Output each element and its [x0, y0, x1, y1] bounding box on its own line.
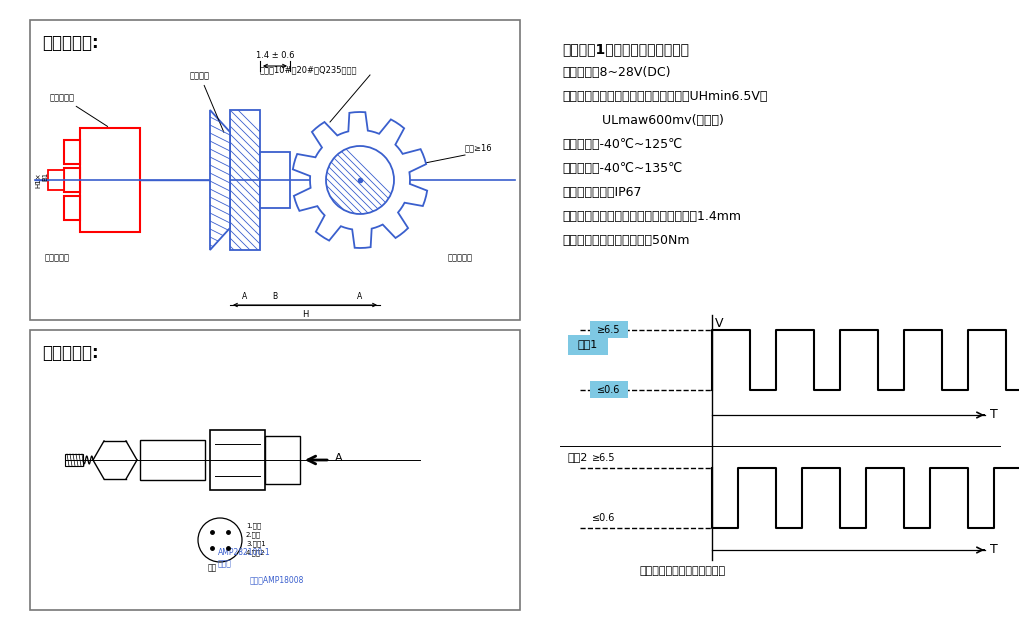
Bar	[65, 454, 83, 466]
Text: 设计原理图:: 设计原理图:	[42, 34, 99, 52]
Text: 1.4 ± 0.6: 1.4 ± 0.6	[256, 51, 293, 60]
Polygon shape	[210, 110, 229, 250]
Text: 贮存温度：-40℃~135℃: 贮存温度：-40℃~135℃	[561, 162, 682, 175]
Bar	[64, 168, 79, 192]
Bar	[260, 152, 289, 208]
Text: 传感器和齿轮（齿顶）间隙（典型值）：1.4mm: 传感器和齿轮（齿顶）间隙（典型值）：1.4mm	[561, 210, 740, 223]
Bar	[64, 196, 79, 220]
Text: 防水防尘保护：IP67: 防水防尘保护：IP67	[561, 186, 641, 199]
Text: 3.信号1: 3.信号1	[246, 541, 266, 548]
Text: 视图: 视图	[207, 563, 216, 572]
Text: T: T	[989, 408, 997, 422]
Text: 技术参数1（双信号输出传感器）: 技术参数1（双信号输出传感器）	[561, 42, 688, 56]
Text: V: V	[714, 317, 722, 330]
Text: 以上参数均为无负载时的参数: 以上参数均为无负载时的参数	[639, 566, 726, 576]
Bar	[589, 321, 628, 338]
Text: 电子传感器: 电子传感器	[50, 93, 108, 127]
Text: 组合密圈: 组合密圈	[190, 71, 224, 132]
Bar	[30, 20, 520, 320]
Circle shape	[198, 518, 242, 562]
Text: 厚度≥16: 厚度≥16	[465, 143, 492, 152]
Text: ≥6.5: ≥6.5	[597, 325, 621, 335]
Text: 2.负极: 2.负极	[246, 532, 261, 538]
Text: 接插器形式:: 接插器形式:	[42, 344, 99, 362]
Text: ≤0.6: ≤0.6	[591, 513, 614, 523]
Bar	[64, 140, 79, 164]
Text: 材料：10#、20#、Q235等均可: 材料：10#、20#、Q235等均可	[260, 65, 357, 74]
Text: 工作温度：-40℃~125℃: 工作温度：-40℃~125℃	[561, 138, 682, 151]
Text: 信号2: 信号2	[568, 452, 588, 462]
Text: 动力输出轴: 动力输出轴	[447, 253, 473, 262]
Text: 变速箱后盖: 变速箱后盖	[45, 253, 70, 262]
Bar	[210, 430, 265, 490]
Bar	[30, 330, 520, 610]
Text: 安装传感器最大扭紧力矩：50Nm: 安装传感器最大扭紧力矩：50Nm	[561, 234, 689, 247]
Text: 图纸：AMP18008: 图纸：AMP18008	[250, 575, 304, 584]
Bar	[589, 381, 628, 398]
Text: 信号输出：双路方波脉冲（正反相），UHmin6.5V、: 信号输出：双路方波脉冲（正反相），UHmin6.5V、	[561, 90, 766, 103]
Polygon shape	[292, 112, 427, 248]
Text: T: T	[989, 544, 997, 556]
Bar	[568, 335, 607, 355]
Text: 信号1: 信号1	[578, 339, 597, 349]
Text: 4.信号2: 4.信号2	[246, 550, 265, 556]
Bar	[265, 436, 300, 484]
Circle shape	[326, 146, 393, 214]
Text: A: A	[334, 453, 342, 463]
Text: 工作电压：8~28V(DC): 工作电压：8~28V(DC)	[561, 66, 669, 79]
Text: H1×
B1: H1× B1	[35, 172, 48, 188]
Text: H: H	[302, 310, 308, 319]
Text: ULmaw600mv(空载时): ULmaw600mv(空载时)	[561, 114, 723, 127]
Bar	[229, 110, 260, 250]
Text: ≤0.6: ≤0.6	[597, 385, 621, 395]
Text: 接插件: 接插件	[218, 559, 231, 568]
Bar	[48, 170, 64, 190]
Text: A: A	[357, 292, 363, 301]
Text: 1.正极: 1.正极	[246, 523, 261, 529]
Text: B: B	[272, 292, 277, 301]
Bar	[140, 440, 205, 480]
Text: ≥6.5: ≥6.5	[591, 453, 614, 463]
Bar	[79, 128, 140, 232]
Text: A: A	[243, 292, 248, 301]
Text: AMP282100-1: AMP282100-1	[218, 548, 270, 557]
